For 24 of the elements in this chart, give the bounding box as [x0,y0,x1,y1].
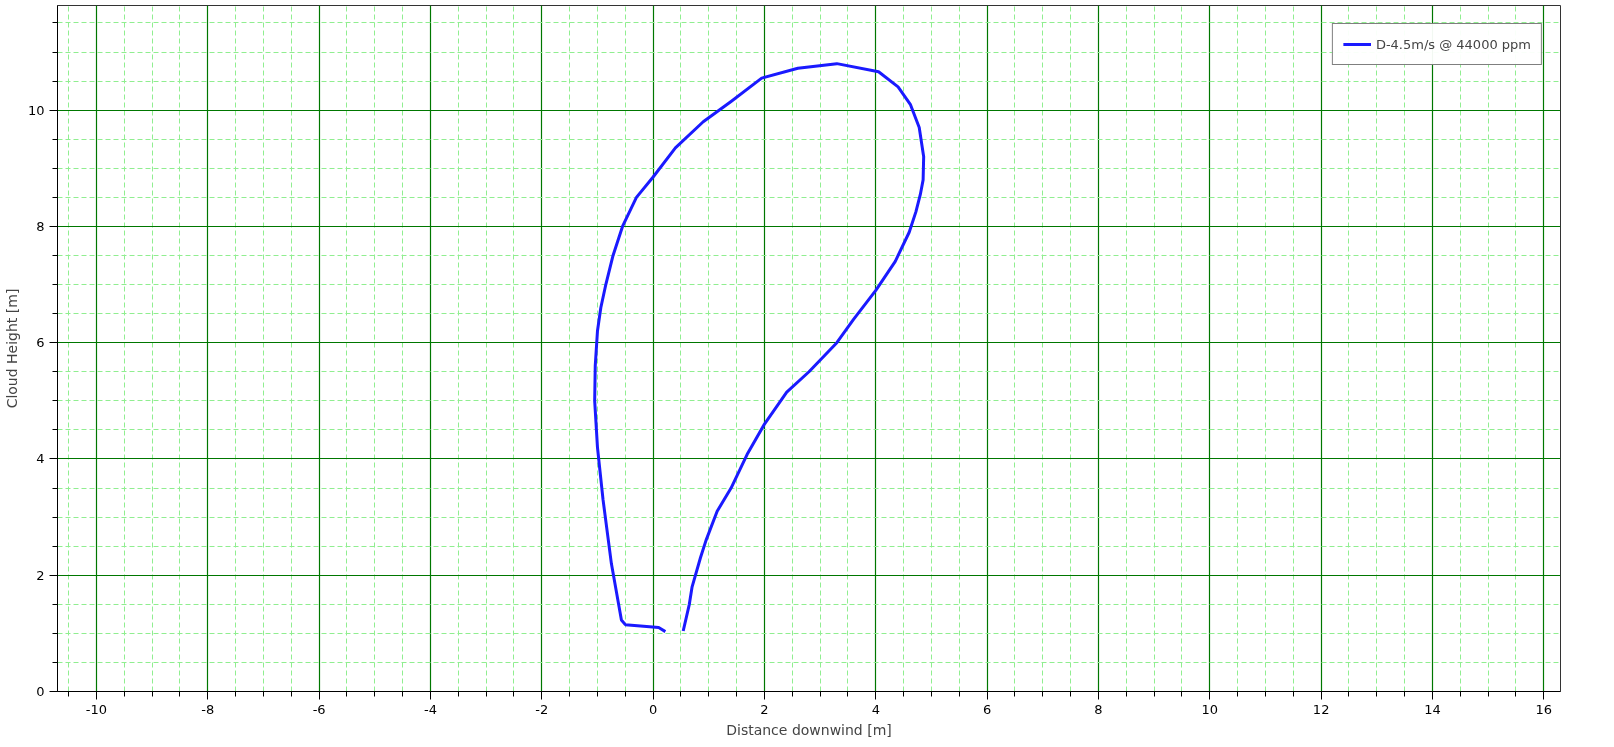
x-tick-label: 2 [760,701,769,717]
x-tick-label: 0 [649,701,658,717]
y-tick-label: 8 [36,218,45,234]
x-tick-label: 10 [1201,701,1219,717]
line-series [593,62,926,634]
y-axis-title: Cloud Height [m] [3,288,20,409]
y-tick-label: 6 [36,335,45,351]
x-tick-label: 6 [983,701,992,717]
y-tick-label: 2 [36,567,45,583]
y-tick-label: 4 [36,451,45,467]
x-tick-label: 12 [1312,701,1330,717]
x-tick-label: 14 [1424,701,1441,717]
x-tick-label: -8 [201,701,215,717]
x-tick-label: 16 [1535,701,1553,717]
x-axis-title: Distance downwind [m] [726,721,892,738]
legend-label: D-4.5m/s @ 44000 ppm [1375,36,1531,52]
x-tick-label: -6 [312,701,326,717]
y-tick-label: 0 [36,684,45,699]
x-tick-label: 4 [871,701,880,717]
x-tick-label: 8 [1094,701,1103,717]
x-tick-label: -10 [85,701,108,717]
y-tick-label: 10 [27,102,45,118]
x-tick-label: -2 [535,701,549,717]
x-tick-label: -4 [423,701,437,717]
